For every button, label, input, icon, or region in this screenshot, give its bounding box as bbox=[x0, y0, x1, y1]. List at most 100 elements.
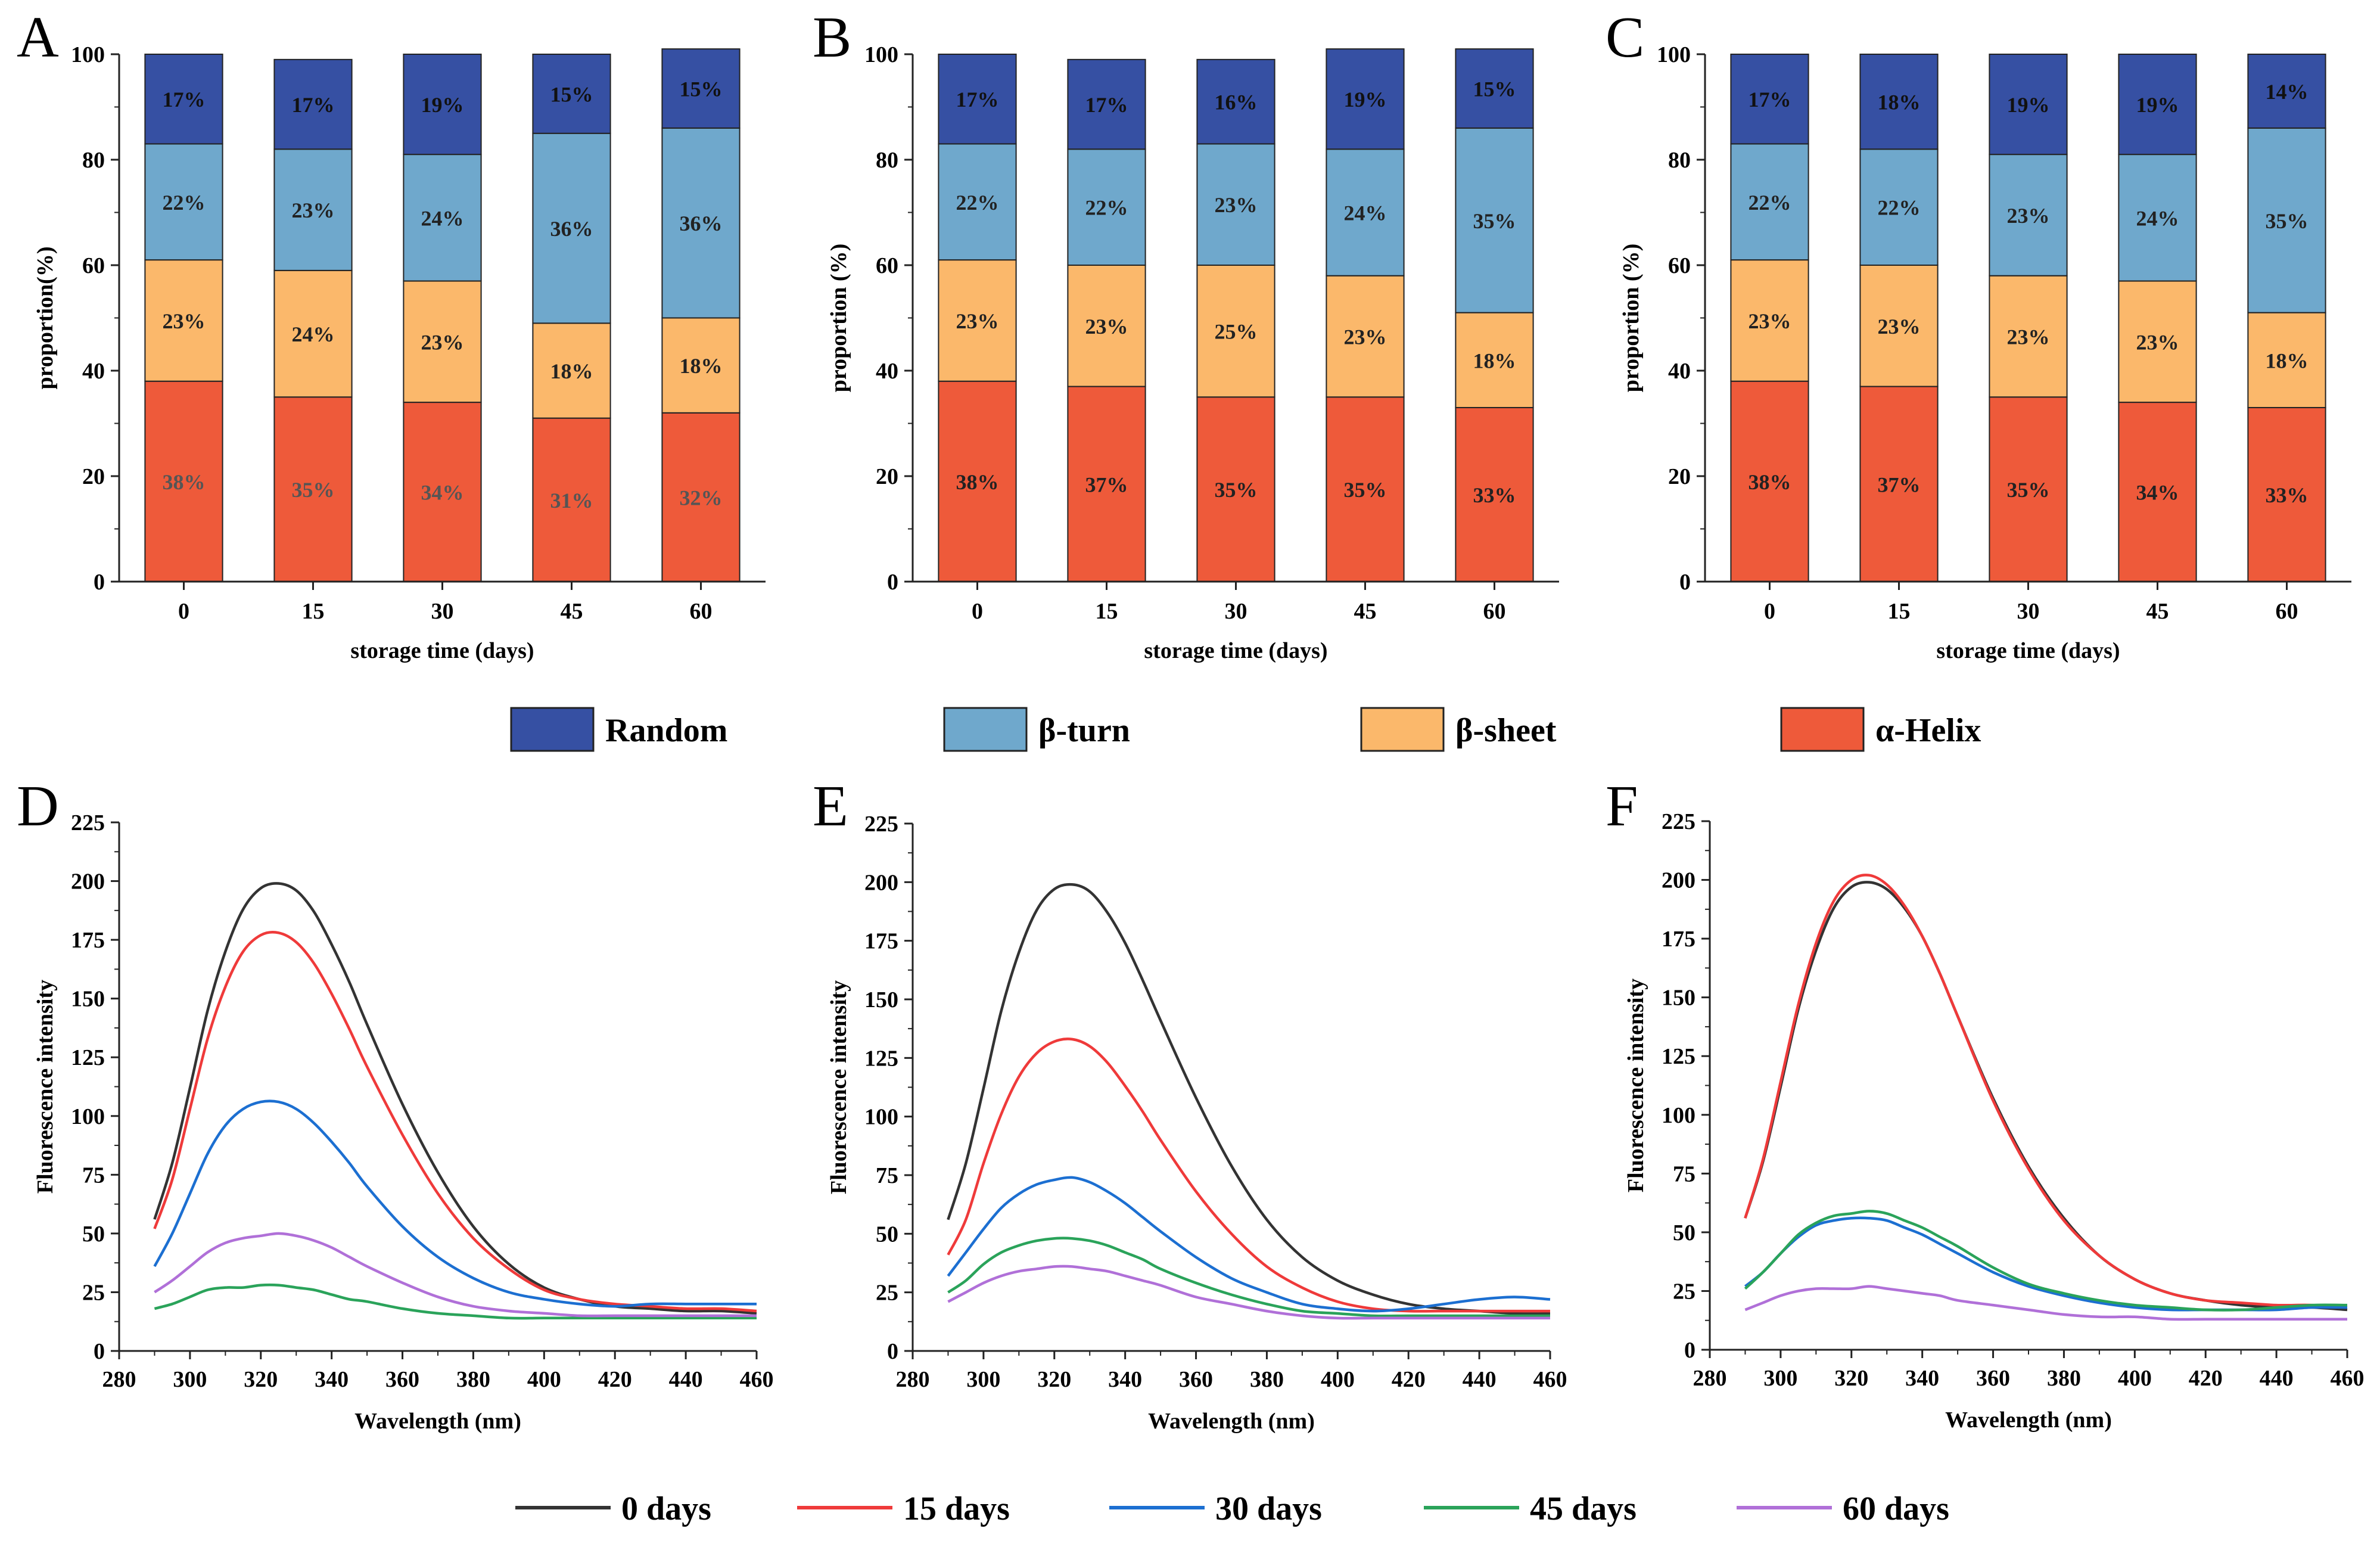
series-line-E-60-days bbox=[947, 1265, 1550, 1320]
y-tick-label: 40 bbox=[82, 359, 105, 384]
y-tick-label: 40 bbox=[1668, 359, 1691, 384]
bar-segment-C-Random-30 bbox=[1989, 54, 2068, 156]
bar-segment-A-β-sheet-15 bbox=[273, 269, 353, 398]
series-line-D-15-days bbox=[153, 931, 757, 1313]
bar-segment-A-Random-0 bbox=[144, 54, 223, 145]
x-tick-label: 45 bbox=[2146, 599, 2169, 624]
data-label-B-α-Helix-45: 35% bbox=[1344, 478, 1387, 502]
bar-panels: A 38% 23% 22% 17% 0 35% 24% 23% 17% 15 34% 23% 24% 19%… bbox=[17, 5, 2351, 663]
legend-label-0: Random bbox=[605, 712, 727, 749]
data-label-B-α-Helix-30: 35% bbox=[1215, 478, 1258, 502]
data-label-C-Random-0: 17% bbox=[1749, 88, 1791, 111]
data-label-A-α-Helix-30: 34% bbox=[421, 481, 464, 505]
bar-segment-C-β-sheet-60 bbox=[2247, 312, 2326, 408]
y-tick-label: 150 bbox=[71, 987, 105, 1012]
bar-segment-B-β-sheet-30 bbox=[1196, 265, 1275, 398]
x-axis-title: storage time (days) bbox=[1936, 638, 2120, 663]
data-label-B-β-sheet-30: 25% bbox=[1215, 320, 1258, 344]
data-label-B-Random-15: 17% bbox=[1085, 93, 1128, 117]
bar-segment-B-Random-30 bbox=[1196, 58, 1275, 145]
data-label-B-β-turn-15: 22% bbox=[1085, 196, 1128, 220]
legend-label-2: 30 days bbox=[1215, 1490, 1322, 1527]
series-line-E-15-days bbox=[947, 1037, 1550, 1313]
data-label-A-Random-0: 17% bbox=[163, 88, 206, 111]
data-label-B-β-turn-60: 35% bbox=[1473, 209, 1516, 233]
legend-swatch-3 bbox=[1780, 707, 1865, 752]
series-line-E-30-days bbox=[947, 1176, 1551, 1313]
y-tick-label: 175 bbox=[1662, 927, 1695, 952]
top-legend: Random β-turn β-sheet α-Helix bbox=[510, 707, 1981, 752]
panel-letter: C bbox=[1606, 5, 1644, 70]
bar-segment-A-β-turn-15 bbox=[273, 148, 353, 271]
bar-segment-B-β-turn-30 bbox=[1196, 143, 1275, 266]
data-label-C-α-Helix-60: 33% bbox=[2266, 483, 2309, 507]
bar-segment-C-Random-60 bbox=[2247, 54, 2326, 129]
legend-swatch-0 bbox=[510, 707, 595, 752]
y-tick-label: 200 bbox=[1662, 868, 1695, 893]
bar-segment-C-α-Helix-45 bbox=[2118, 402, 2197, 582]
y-tick-label: 60 bbox=[1668, 253, 1691, 278]
data-label-A-α-Helix-0: 38% bbox=[163, 470, 206, 494]
y-axis-title: Fluorescence intensity bbox=[826, 980, 851, 1194]
x-tick-label: 320 bbox=[244, 1367, 278, 1392]
line-panel-D: D 0 25 50 75 100 125 150 175 200 225 280 300 320 340 36… bbox=[17, 774, 774, 1434]
data-label-B-β-turn-0: 22% bbox=[956, 191, 999, 215]
y-tick-label: 25 bbox=[876, 1281, 898, 1306]
data-label-A-β-turn-30: 24% bbox=[421, 206, 464, 230]
x-tick-label: 340 bbox=[1108, 1367, 1142, 1392]
bar-segment-A-Random-60 bbox=[661, 48, 741, 129]
data-label-C-β-turn-60: 35% bbox=[2266, 209, 2309, 233]
y-axis-title: Fluorescence intensity bbox=[1623, 978, 1648, 1192]
y-tick-label: 200 bbox=[71, 869, 105, 894]
data-label-B-Random-0: 17% bbox=[956, 88, 999, 111]
x-tick-label: 420 bbox=[598, 1367, 632, 1392]
data-label-A-α-Helix-45: 31% bbox=[550, 489, 593, 512]
x-tick-label: 30 bbox=[1225, 599, 1247, 624]
bar-segment-C-β-turn-30 bbox=[1989, 154, 2068, 277]
bar-panel-C: C 38% 23% 22% 17% 0 37% 23% 22% 18% 15 35% 23% 23% 19%… bbox=[1606, 5, 2351, 663]
data-label-B-β-turn-30: 23% bbox=[1215, 193, 1258, 217]
y-axis-title: Fluorescence intensity bbox=[33, 980, 58, 1194]
data-label-A-β-sheet-45: 18% bbox=[550, 359, 593, 383]
legend-label-3: α-Helix bbox=[1875, 712, 1981, 749]
bar-segment-A-Random-15 bbox=[273, 58, 353, 150]
y-tick-label: 80 bbox=[1668, 148, 1691, 173]
panel-letter: D bbox=[17, 774, 59, 838]
x-tick-label: 60 bbox=[690, 599, 713, 624]
line-panels: D 0 25 50 75 100 125 150 175 200 225 280 300 320 340 36… bbox=[17, 774, 2365, 1434]
bar-segment-A-β-turn-30 bbox=[403, 154, 482, 282]
series-line-F-60-days bbox=[1744, 1285, 2347, 1321]
data-label-C-β-sheet-45: 23% bbox=[2136, 330, 2179, 354]
bar-segment-B-α-Helix-30 bbox=[1196, 396, 1275, 582]
y-tick-label: 100 bbox=[864, 42, 898, 67]
line-panel-F: F 0 25 50 75 100 125 150 175 200 225 280 300 320 340 36… bbox=[1606, 774, 2365, 1433]
x-tick-label: 340 bbox=[1905, 1366, 1939, 1391]
data-label-A-Random-60: 15% bbox=[680, 77, 723, 101]
x-axis-title: Wavelength (nm) bbox=[354, 1409, 521, 1434]
bottom-legend: 0 days 15 days 30 days 45 days 60 days bbox=[515, 1490, 1949, 1527]
data-label-B-β-turn-45: 24% bbox=[1344, 201, 1387, 225]
bar-segment-B-Random-0 bbox=[938, 54, 1017, 145]
x-tick-label: 420 bbox=[2189, 1366, 2223, 1391]
x-tick-label: 280 bbox=[1693, 1366, 1727, 1391]
bar-segment-B-β-turn-15 bbox=[1067, 148, 1146, 266]
x-tick-label: 60 bbox=[1483, 599, 1506, 624]
data-label-A-β-turn-45: 36% bbox=[550, 217, 593, 241]
series-line-D-30-days bbox=[153, 1099, 757, 1308]
bar-panel-B: B 38% 23% 22% 17% 0 37% 23% 22% 17% 15 35% 25% 23% 16%… bbox=[813, 5, 1559, 663]
series-line-D-45-days bbox=[154, 1283, 757, 1320]
x-tick-label: 400 bbox=[1321, 1367, 1355, 1392]
data-label-A-α-Helix-60: 32% bbox=[680, 486, 723, 510]
x-tick-label: 0 bbox=[972, 599, 983, 624]
x-tick-label: 0 bbox=[1764, 599, 1775, 624]
x-tick-label: 280 bbox=[896, 1367, 930, 1392]
data-label-C-β-sheet-30: 23% bbox=[2007, 325, 2050, 349]
y-tick-label: 150 bbox=[1662, 986, 1695, 1011]
y-tick-label: 60 bbox=[82, 253, 105, 278]
data-label-A-Random-30: 19% bbox=[421, 93, 464, 117]
y-tick-label: 60 bbox=[876, 253, 898, 278]
x-tick-label: 300 bbox=[1763, 1366, 1797, 1391]
y-tick-label: 0 bbox=[887, 570, 898, 595]
y-axis-title: proportion (%) bbox=[1619, 244, 1644, 392]
